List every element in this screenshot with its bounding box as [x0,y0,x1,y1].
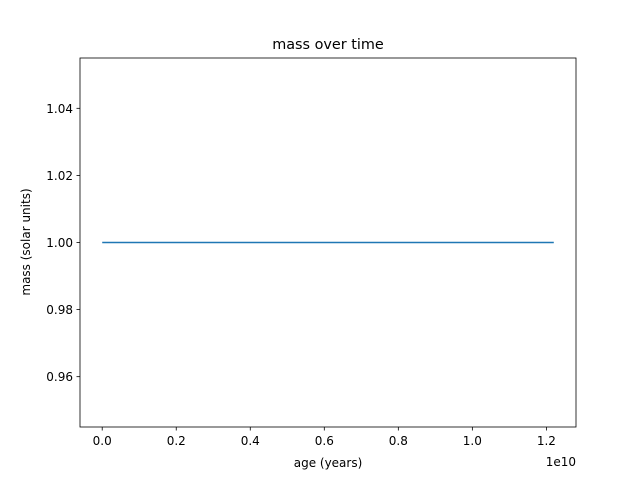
x-tick-label: 0.6 [315,434,334,448]
x-axis-offset-label: 1e10 [546,455,576,469]
chart-title: mass over time [272,37,384,53]
y-tick-label: 1.00 [46,236,73,250]
y-tick-label: 1.02 [46,169,73,183]
y-tick-label: 0.96 [46,370,73,384]
plot-frame [79,57,577,428]
x-tick-label: 0.0 [93,434,112,448]
y-tick-label: 1.04 [46,102,73,116]
y-axis-label: mass (solar units) [19,188,33,295]
x-tick-label: 0.2 [167,434,186,448]
x-axis: 0.0 0.2 0.4 0.6 0.8 1.0 1.2 [93,427,556,448]
x-axis-label: age (years) [294,456,363,470]
x-tick-label: 0.4 [241,434,260,448]
x-tick-label: 1.0 [463,434,482,448]
x-tick-label: 1.2 [537,434,556,448]
y-tick-label: 0.98 [46,303,73,317]
y-axis: 0.96 0.98 1.00 1.02 1.04 [46,102,80,384]
x-tick-label: 0.8 [389,434,408,448]
